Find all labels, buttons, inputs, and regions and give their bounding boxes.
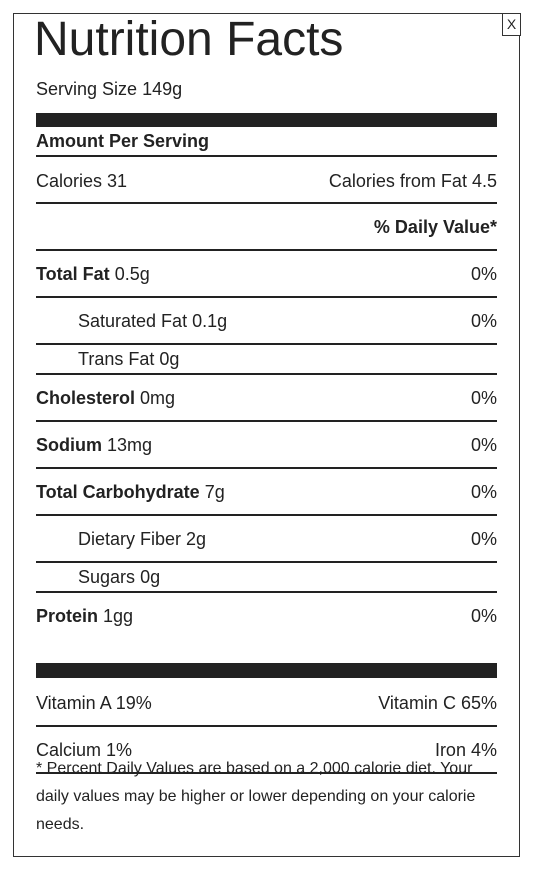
rule — [36, 373, 497, 375]
sub-nutrient-row: Saturated Fat 0.1g — [78, 308, 227, 334]
rule — [36, 296, 497, 298]
nutrient-row: Protein 1gg — [36, 603, 133, 629]
rule — [36, 420, 497, 422]
close-button[interactable]: X — [502, 13, 521, 36]
vitamin-item: Vitamin A 19% — [36, 690, 152, 716]
nutrient-amount: 0g — [140, 567, 161, 587]
vitamin-item: Vitamin C 65% — [378, 690, 497, 716]
rule — [36, 467, 497, 469]
calories-fat-label: Calories from Fat — [328, 171, 467, 191]
daily-value: 0% — [470, 528, 497, 549]
vitamin-item: Calcium 1% — [36, 737, 132, 763]
nutrient-amount: 2g — [186, 528, 207, 549]
calories-label: Calories — [36, 171, 103, 191]
serving-label: Serving Size — [36, 79, 138, 99]
label-frame — [13, 13, 520, 857]
nutrient-row: Total Carbohydrate 7g — [36, 479, 225, 505]
daily-value: 0% — [470, 263, 497, 284]
calories-value: 31 — [107, 171, 128, 191]
vitamin-name: Calcium — [36, 740, 102, 760]
nutrient-name: Protein — [36, 605, 99, 626]
nutrient-amount: 1gg — [103, 605, 134, 626]
nutrient-amount: 0.5g — [114, 263, 150, 284]
nutrient-name: Total Fat — [36, 263, 110, 284]
nutrient-amount: 13mg — [107, 434, 153, 455]
vitamin-name: Vitamin A — [36, 693, 111, 713]
sub-nutrient-row: Trans Fat 0g — [78, 346, 179, 372]
rule — [36, 155, 497, 157]
vitamin-item: Iron 4% — [435, 737, 497, 763]
daily-value: 0% — [470, 605, 497, 626]
nutrient-amount: 7g — [204, 481, 225, 502]
daily-value: 0% — [470, 387, 497, 408]
label-title: Nutrition Facts — [34, 13, 344, 66]
rule — [36, 561, 497, 563]
rule — [36, 772, 497, 774]
sub-nutrient-row: Dietary Fiber 2g — [78, 526, 206, 552]
nutrient-row: Cholesterol 0mg — [36, 385, 175, 411]
vitamin-name: Iron — [434, 740, 466, 760]
vitamin-value: 1% — [106, 740, 133, 760]
nutrient-name: Trans Fat — [78, 349, 155, 369]
rule — [36, 663, 497, 678]
nutrient-amount: 0mg — [140, 387, 176, 408]
footnote: * Percent Daily Values are based on a 2,… — [36, 760, 476, 833]
calories: Calories 31 — [36, 168, 127, 194]
rule — [36, 591, 497, 593]
daily-value: 0% — [470, 434, 497, 455]
vitamin-value: 4% — [470, 740, 497, 760]
rule — [36, 202, 497, 204]
rule — [36, 249, 497, 251]
rule — [36, 514, 497, 516]
serving-value: 149g — [142, 79, 183, 99]
rule — [36, 343, 497, 345]
calories-from-fat: Calories from Fat 4.5 — [329, 168, 497, 194]
nutrient-amount: 0.1g — [192, 310, 228, 331]
nutrient-amount: 0g — [159, 349, 180, 369]
vitamin-value: 19% — [115, 693, 152, 713]
nutrient-name: Cholesterol — [36, 387, 136, 408]
nutrient-row: Sodium 13mg — [36, 432, 152, 458]
daily-value: 0% — [470, 310, 497, 331]
nutrient-row: Total Fat 0.5g — [36, 261, 150, 287]
daily-value-header: % Daily Value* — [373, 217, 497, 237]
rule — [36, 113, 497, 127]
nutrient-name: Sodium — [36, 434, 102, 455]
nutrient-name: Saturated Fat — [78, 310, 188, 331]
sub-nutrient-row: Sugars 0g — [78, 564, 160, 590]
rule — [36, 725, 497, 727]
vitamin-name: Vitamin C — [378, 693, 456, 713]
nutrient-name: Dietary Fiber — [78, 528, 182, 549]
amount-per-serving: Amount Per Serving — [36, 131, 210, 151]
serving-size: Serving Size 149g — [36, 76, 182, 102]
nutrient-name: Sugars — [78, 567, 136, 587]
vitamin-value: 65% — [460, 693, 497, 713]
nutrient-name: Total Carbohydrate — [36, 481, 200, 502]
calories-fat-value: 4.5 — [471, 171, 497, 191]
daily-value: 0% — [470, 481, 497, 502]
